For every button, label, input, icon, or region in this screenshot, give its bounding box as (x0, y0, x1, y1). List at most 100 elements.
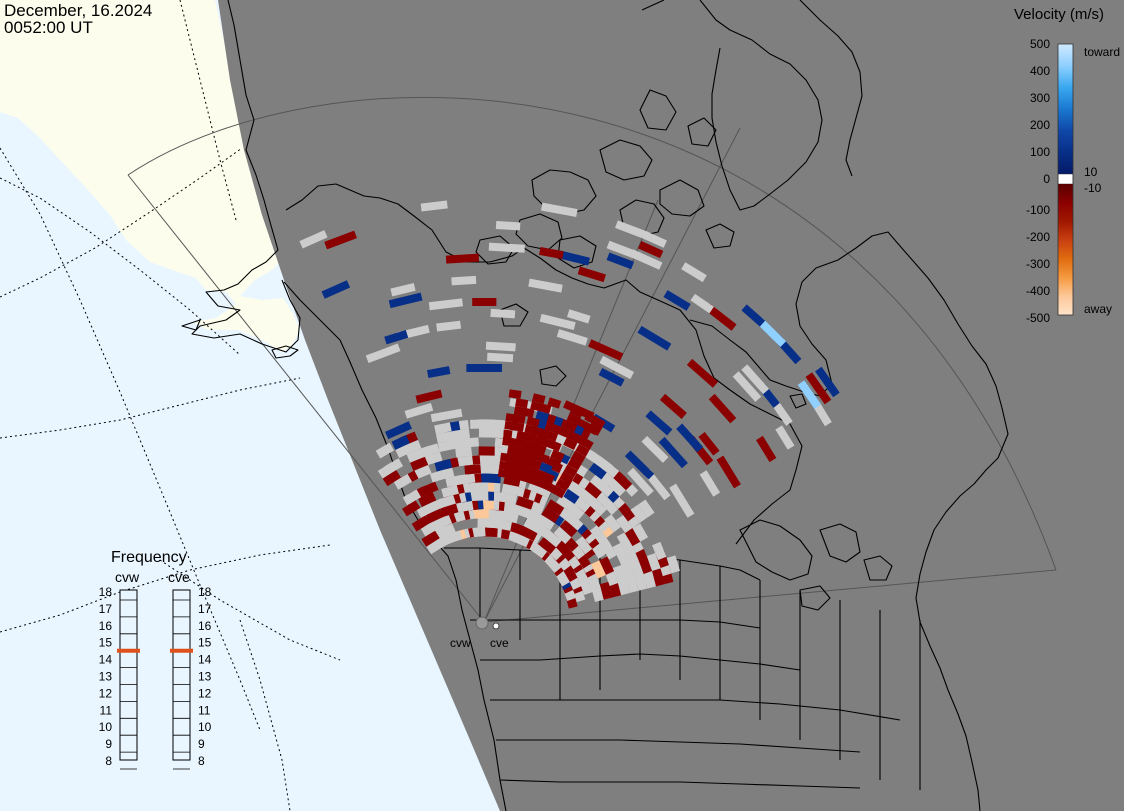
scatter-cell (429, 469, 448, 483)
scatter-cell (441, 484, 459, 498)
scatter-cell (470, 419, 487, 429)
freq-tick-label-cve: 13 (198, 670, 212, 684)
scatter-cell (550, 449, 565, 462)
scatter-cell (741, 304, 766, 327)
scatter-cell (411, 515, 431, 532)
scatter-cell (516, 430, 530, 442)
scatter-cell (543, 530, 562, 548)
freq-bar-cve (172, 589, 191, 761)
radar-label-cvw: cvw (450, 636, 471, 650)
scale-near-zero-positive: 10 (1084, 165, 1098, 179)
scatter-cell (638, 499, 655, 518)
freq-tick-label-cve: 8 (198, 754, 205, 768)
scatter-cell (598, 367, 625, 387)
scatter-cell (588, 462, 607, 480)
scatter-cell (478, 473, 495, 483)
scatter-cell (756, 435, 777, 463)
scatter-cell (563, 437, 578, 451)
scale-tick-label: 400 (1030, 64, 1050, 78)
freq-tick-label-cvw: 15 (99, 636, 113, 650)
freq-tick-label-cve: 18 (198, 585, 212, 599)
scatter-cell (456, 500, 474, 513)
scatter-cell (535, 410, 550, 422)
scatter-cell (477, 518, 494, 528)
scatter-cell (547, 456, 562, 469)
scatter-cell (624, 450, 655, 480)
scale-tick-label: -100 (1026, 203, 1050, 217)
freq-tick-label-cvw: 8 (105, 754, 112, 768)
scatter-cell (415, 389, 443, 404)
scatter-cell (382, 469, 401, 487)
scatter-cell (732, 371, 762, 402)
scatter-cell (815, 366, 840, 398)
scatter-cell (406, 448, 425, 463)
scatter-cell (556, 250, 591, 266)
scatter-cell (428, 298, 463, 311)
scatter-cell (485, 341, 516, 352)
scatter-cell (813, 402, 832, 427)
scatter-cell (630, 504, 648, 523)
scatter-cell (420, 200, 448, 212)
scale-away-bar (1058, 184, 1073, 315)
scatter-cell (546, 499, 565, 516)
scatter-cell (413, 464, 432, 480)
scatter-cell (637, 325, 672, 351)
frequency-panel: 18 18 17 17 16 16 15 15 14 14 13 13 12 12 11 11 10 10 9 9 8 8 (99, 585, 212, 770)
scatter-cell (418, 492, 437, 507)
scatter-cell (626, 552, 642, 571)
freq-tick-label-cve: 15 (198, 636, 212, 650)
timestamp-date: December, 16.2024 (4, 1, 153, 20)
scatter-cell (566, 412, 581, 425)
scatter-cell (513, 406, 527, 417)
scatter-cell (558, 543, 576, 562)
lat-lon-grid (0, 0, 341, 811)
scatter-cell (627, 467, 654, 497)
scatter-cell (434, 458, 453, 472)
scatter-cell (612, 564, 627, 584)
scatter-cell (686, 358, 719, 388)
scatter-cell (584, 412, 599, 425)
scatter-cell (589, 525, 607, 544)
scatter-cell (604, 514, 621, 533)
scatter-cell (547, 397, 562, 409)
scatter-cell (553, 526, 572, 545)
freq-tick-label-cve: 10 (198, 720, 212, 734)
scatter-cell (805, 372, 832, 405)
scatter-cell (425, 508, 444, 524)
scatter-cell (775, 425, 795, 450)
scatter-cell (638, 241, 664, 259)
freq-scale-ticks: 18 18 17 17 16 16 15 15 14 14 13 13 12 12 11 11 10 10 9 9 8 8 (99, 585, 212, 770)
scatter-cell (538, 537, 557, 555)
scatter-cell (384, 330, 409, 345)
scatter-cell (426, 538, 445, 555)
scatter-cell (391, 434, 410, 450)
scatter-cell (388, 292, 423, 309)
scatter-cell (641, 435, 669, 463)
scatter-cell (409, 456, 429, 471)
scale-toward-bar (1058, 44, 1073, 174)
scatter-cell (456, 455, 474, 467)
scatter-cell (498, 460, 512, 471)
scatter-cell (616, 532, 633, 551)
scatter-cell (385, 421, 412, 440)
scatter-cell (532, 393, 546, 404)
scatter-cell (526, 416, 540, 428)
scatter-cell (515, 495, 534, 510)
scatter-cell (741, 364, 770, 395)
scatter-cell (666, 555, 681, 574)
scatter-cell (698, 431, 720, 456)
scatter-cell (599, 556, 615, 575)
scatter-cell (705, 303, 737, 331)
scatter-cell (365, 343, 401, 364)
land-daylight-alaska (0, 0, 300, 352)
freq-tick-label-cvw: 12 (99, 686, 113, 700)
freq-tick-label-cve: 9 (198, 737, 205, 751)
scale-toward-label: toward (1084, 45, 1121, 59)
scatter-cell (708, 393, 737, 424)
scatter-cell (522, 473, 537, 485)
scatter-cell (497, 468, 511, 479)
scatter-cell (377, 462, 397, 479)
radar-label-cve: cve (490, 636, 509, 650)
scatter-cell (435, 431, 454, 444)
frequency-radar-cve: cve (168, 569, 190, 585)
